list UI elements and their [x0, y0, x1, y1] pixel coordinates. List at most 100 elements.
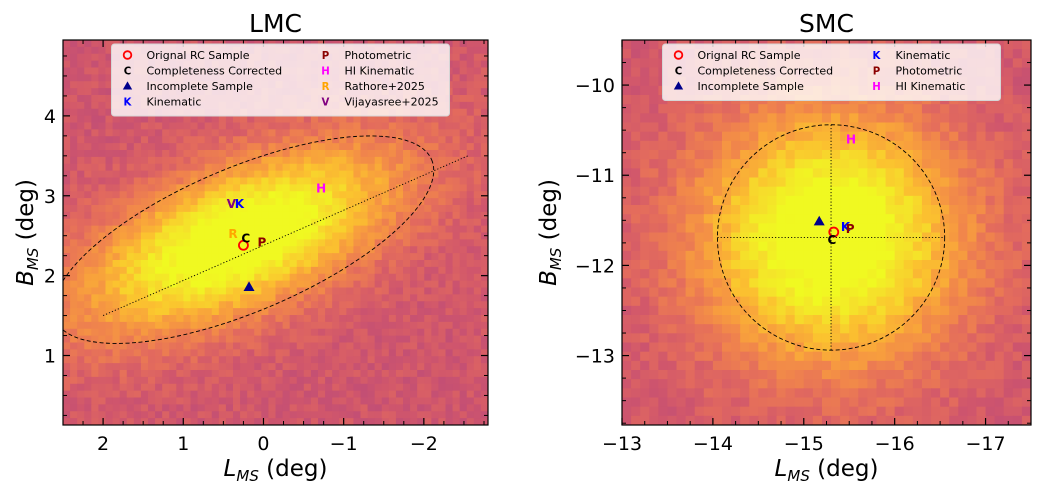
- heatmap-cell: [749, 113, 759, 124]
- heatmap-cell: [225, 170, 234, 179]
- heatmap-cell: [183, 122, 192, 130]
- heatmap-cell: [958, 150, 968, 160]
- heatmap-cell: [912, 250, 923, 261]
- heatmap-cell: [740, 131, 750, 142]
- heatmap-cell: [831, 250, 841, 261]
- heatmap-cell: [480, 225, 488, 234]
- heatmap-cell: [155, 356, 163, 364]
- heatmap-cell: [1012, 58, 1023, 69]
- heatmap-cell: [1021, 324, 1031, 334]
- heatmap-cell: [867, 241, 878, 252]
- heatmap-cell: [631, 223, 641, 234]
- heatmap-cell: [112, 232, 121, 240]
- heatmap-cell: [473, 335, 482, 344]
- heatmap-cell: [197, 225, 206, 234]
- heatmap-cell: [821, 241, 832, 252]
- heatmap-cell: [438, 136, 447, 144]
- heatmap-cell: [931, 177, 941, 188]
- heatmap-cell: [649, 232, 659, 243]
- heatmap-cell: [318, 376, 326, 385]
- legend-label: HI Kinematic: [345, 65, 415, 78]
- heatmap-cell: [740, 195, 750, 206]
- heatmap-cell: [310, 198, 319, 206]
- heatmap-cell: [339, 266, 347, 275]
- heatmap-cell: [452, 390, 461, 399]
- heatmap-cell: [867, 159, 878, 169]
- heatmap-cell: [289, 246, 298, 254]
- heatmap-cell: [211, 315, 220, 323]
- heatmap-cell: [332, 294, 340, 302]
- heatmap-cell: [438, 260, 447, 268]
- heatmap-cell: [332, 315, 340, 323]
- heatmap-cell: [403, 390, 411, 399]
- heatmap-cell: [749, 296, 759, 307]
- heatmap-cell: [740, 269, 750, 279]
- heatmap-cell: [466, 108, 475, 117]
- heatmap-cell: [318, 170, 326, 179]
- heatmap-cell: [105, 246, 114, 254]
- heatmap-cell: [183, 239, 192, 247]
- heatmap-cell: [840, 177, 850, 188]
- heatmap-cell: [676, 269, 687, 279]
- heatmap-cell: [1003, 150, 1014, 160]
- heatmap-cell: [438, 198, 447, 206]
- heatmap-cell: [452, 418, 461, 425]
- heatmap-cell: [410, 225, 418, 234]
- heatmap-cell: [218, 211, 227, 220]
- heatmap-cell: [403, 356, 411, 364]
- heatmap-cell: [84, 211, 92, 220]
- heatmap-cell: [204, 218, 213, 227]
- heatmap-cell: [360, 404, 369, 412]
- heatmap-cell: [303, 218, 312, 227]
- heatmap-cell: [994, 315, 1005, 325]
- heatmap-cell: [921, 131, 932, 142]
- heatmap-cell: [261, 301, 270, 309]
- heatmap-cell: [424, 342, 432, 350]
- heatmap-cell: [812, 260, 823, 270]
- heatmap-cell: [758, 177, 769, 188]
- heatmap-cell: [976, 150, 987, 160]
- heatmap-cell: [332, 170, 340, 179]
- heatmap-cell: [712, 104, 723, 114]
- heatmap-cell: [155, 266, 163, 275]
- heatmap-cell: [685, 342, 696, 353]
- heatmap-cell: [1021, 287, 1031, 298]
- heatmap-cell: [190, 342, 199, 350]
- heatmap-cell: [296, 239, 305, 247]
- heatmap-cell: [112, 150, 121, 158]
- heatmap-cell: [190, 205, 199, 213]
- heatmap-cell: [247, 150, 255, 158]
- heatmap-cell: [417, 191, 425, 199]
- heatmap-cell: [721, 333, 732, 344]
- heatmap-cell: [403, 211, 411, 220]
- heatmap-cell: [282, 129, 291, 137]
- heatmap-cell: [867, 278, 878, 289]
- heatmap-cell: [162, 136, 170, 144]
- heatmap-cell: [631, 342, 641, 353]
- heatmap-cell: [218, 253, 227, 261]
- heatmap-cell: [1021, 168, 1031, 179]
- heatmap-cell: [91, 170, 100, 179]
- heatmap-cell: [767, 223, 778, 234]
- heatmap-cell: [63, 177, 71, 185]
- heatmap-cell: [631, 131, 641, 142]
- heatmap-cell: [480, 53, 488, 62]
- heatmap-cell: [105, 163, 114, 172]
- heatmap-cell: [703, 241, 714, 252]
- heatmap-cell: [903, 214, 914, 224]
- heatmap-cell: [466, 122, 475, 130]
- heatmap-cell: [631, 159, 641, 169]
- heatmap-cell: [424, 239, 432, 247]
- heatmap-cell: [667, 269, 678, 279]
- heatmap-cell: [63, 308, 71, 316]
- heatmap-cell: [445, 163, 454, 172]
- heatmap-cell: [667, 122, 678, 133]
- heatmap-cell: [985, 168, 996, 179]
- heatmap-cell: [296, 308, 305, 316]
- heatmap-cell: [894, 177, 905, 188]
- heatmap-cell: [749, 177, 759, 188]
- heatmap-cell: [289, 411, 298, 419]
- heatmap-cell: [940, 269, 950, 279]
- heatmap-cell: [921, 168, 932, 179]
- heatmap-cell: [367, 211, 376, 220]
